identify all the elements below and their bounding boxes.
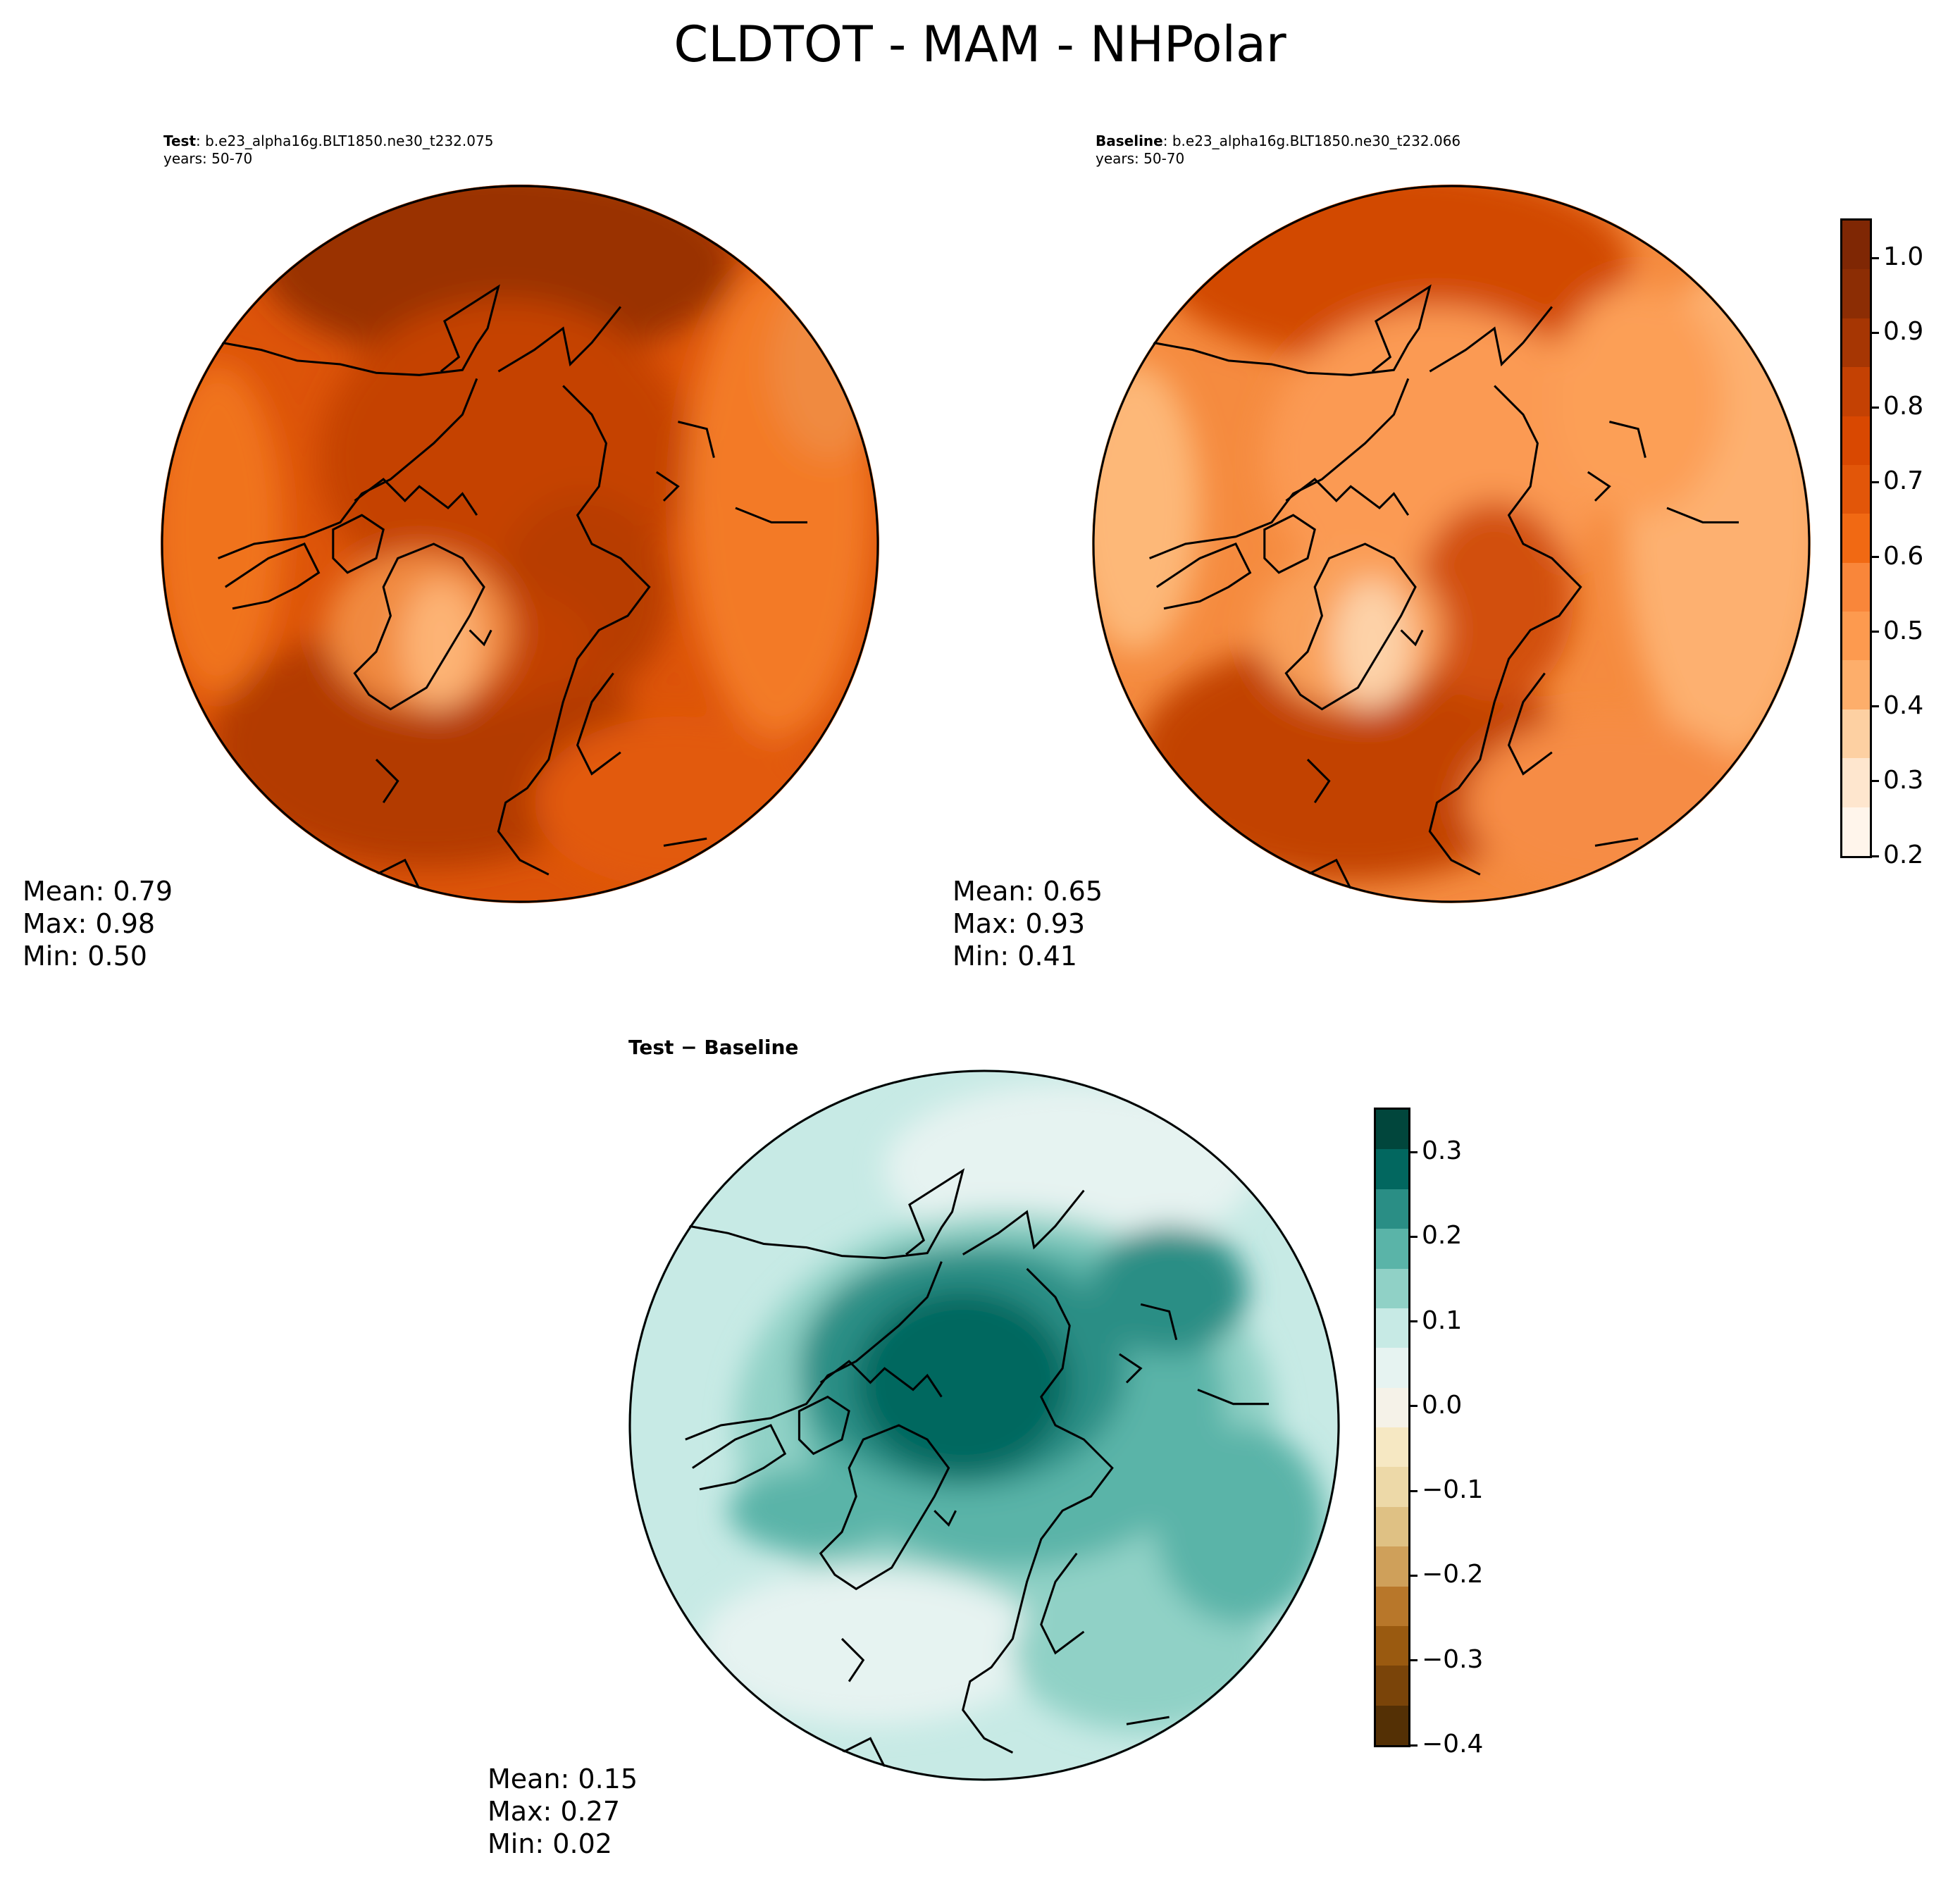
baseline-polar-map xyxy=(1092,185,1811,903)
colorbar-diff xyxy=(1374,1108,1410,1747)
test-years: years: 50-70 xyxy=(163,150,253,167)
colorbar-diff-tick-mark xyxy=(1410,1405,1418,1408)
difference-coastlines xyxy=(685,1168,1305,1768)
colorbar-main-tick-label: 0.6 xyxy=(1883,541,1924,571)
test-label-bold: Test xyxy=(163,132,197,149)
colorbar-main-tick-mark xyxy=(1872,480,1879,483)
colorbar-diff-segment xyxy=(1376,1586,1408,1626)
test-panel-label: Test: b.e23_alpha16g.BLT1850.ne30_t232.0… xyxy=(163,132,493,149)
colorbar-diff-tick-label: 0.1 xyxy=(1422,1306,1463,1335)
colorbar-diff-tick-mark xyxy=(1410,1489,1418,1492)
colorbar-main-tick-label: 0.9 xyxy=(1883,317,1924,347)
difference-polar-map xyxy=(628,1069,1340,1781)
colorbar-diff-segment xyxy=(1376,1189,1408,1229)
colorbar-diff-tick-label: −0.4 xyxy=(1422,1730,1484,1759)
baseline-stat-min: Min: 0.41 xyxy=(953,941,1077,972)
diff-stat-min: Min: 0.02 xyxy=(488,1828,612,1859)
colorbar-diff-segment xyxy=(1376,1387,1408,1427)
diff-stat-max: Max: 0.27 xyxy=(488,1796,621,1827)
colorbar-main-segment xyxy=(1842,659,1870,709)
test-label-case: : b.e23_alpha16g.BLT1850.ne30_t232.075 xyxy=(196,132,494,149)
baseline-label-case: : b.e23_alpha16g.BLT1850.ne30_t232.066 xyxy=(1162,132,1461,149)
colorbar-diff-segment xyxy=(1376,1665,1408,1706)
colorbar-main-segment xyxy=(1842,318,1870,368)
colorbar-main-segment xyxy=(1842,513,1870,563)
test-stat-max: Max: 0.98 xyxy=(23,908,156,939)
colorbar-main-segment xyxy=(1842,757,1870,807)
test-stat-mean: Mean: 0.79 xyxy=(23,876,173,907)
colorbar-main-tick-mark xyxy=(1872,556,1879,559)
colorbar-main-tick-mark xyxy=(1872,331,1879,334)
colorbar-diff-segment xyxy=(1376,1308,1408,1348)
colorbar-main-tick-label: 0.5 xyxy=(1883,616,1924,645)
colorbar-diff-tick-mark xyxy=(1410,1320,1418,1323)
figure-title: CLDTOT - MAM - NHPolar xyxy=(674,15,1286,73)
colorbar-diff-tick-label: −0.3 xyxy=(1422,1644,1484,1674)
colorbar-diff-segment xyxy=(1376,1625,1408,1666)
colorbar-diff-segment xyxy=(1376,1705,1408,1745)
colorbar-diff-segment xyxy=(1376,1148,1408,1189)
colorbar-diff-tick-mark xyxy=(1410,1151,1418,1153)
baseline-label-bold: Baseline xyxy=(1096,132,1163,149)
colorbar-diff-segment xyxy=(1376,1109,1408,1150)
diff-panel-label: Test − Baseline xyxy=(628,1036,799,1059)
colorbar-main-tick-mark xyxy=(1872,780,1879,783)
colorbar-diff-tick-mark xyxy=(1410,1235,1418,1238)
colorbar-diff-tick-label: −0.1 xyxy=(1422,1475,1484,1505)
colorbar-main-segment xyxy=(1842,416,1870,465)
colorbar-main xyxy=(1840,218,1872,858)
colorbar-main-segment xyxy=(1842,268,1870,318)
colorbar-diff-segment xyxy=(1376,1228,1408,1269)
colorbar-diff-tick-label: −0.2 xyxy=(1422,1560,1484,1589)
test-stat-min: Min: 0.50 xyxy=(23,941,147,972)
colorbar-main-segment xyxy=(1842,220,1870,270)
diff-stat-mean: Mean: 0.15 xyxy=(488,1763,638,1794)
colorbar-main-segment xyxy=(1842,562,1870,612)
test-polar-map xyxy=(161,185,879,903)
colorbar-diff-tick-label: 0.3 xyxy=(1422,1136,1463,1166)
colorbar-main-tick-label: 0.2 xyxy=(1883,841,1924,869)
baseline-years: years: 50-70 xyxy=(1096,150,1185,167)
baseline-stat-mean: Mean: 0.65 xyxy=(953,876,1103,907)
colorbar-main-tick-mark xyxy=(1872,855,1879,857)
colorbar-diff-segment xyxy=(1376,1427,1408,1468)
colorbar-main-segment xyxy=(1842,807,1870,856)
baseline-coastlines xyxy=(1149,284,1776,890)
colorbar-diff-tick-mark xyxy=(1410,1659,1418,1662)
colorbar-diff-tick-label: 0.2 xyxy=(1422,1221,1463,1251)
baseline-panel-label: Baseline: b.e23_alpha16g.BLT1850.ne30_t2… xyxy=(1096,132,1460,149)
colorbar-main-tick-mark xyxy=(1872,406,1879,409)
colorbar-main-tick-label: 0.8 xyxy=(1883,392,1924,421)
colorbar-main-segment xyxy=(1842,464,1870,514)
colorbar-main-tick-label: 1.0 xyxy=(1883,242,1924,272)
colorbar-diff-segment xyxy=(1376,1506,1408,1547)
colorbar-diff-segment xyxy=(1376,1466,1408,1507)
colorbar-main-segment xyxy=(1842,611,1870,661)
colorbar-main-tick-label: 0.4 xyxy=(1883,690,1924,720)
colorbar-diff-segment xyxy=(1376,1268,1408,1308)
colorbar-diff-tick-mark xyxy=(1410,1744,1418,1747)
colorbar-main-tick-mark xyxy=(1872,705,1879,708)
colorbar-main-tick-label: 0.7 xyxy=(1883,466,1924,496)
colorbar-main-segment xyxy=(1842,366,1870,416)
colorbar-diff-segment xyxy=(1376,1347,1408,1388)
test-coastlines xyxy=(218,284,845,890)
colorbar-diff-segment xyxy=(1376,1546,1408,1587)
colorbar-main-tick-label: 0.3 xyxy=(1883,765,1924,795)
colorbar-main-segment xyxy=(1842,709,1870,759)
colorbar-diff-tick-mark xyxy=(1410,1574,1418,1577)
colorbar-main-tick-mark xyxy=(1872,631,1879,633)
colorbar-diff-tick-label: 0.0 xyxy=(1422,1390,1463,1420)
baseline-stat-max: Max: 0.93 xyxy=(953,908,1086,939)
colorbar-main-tick-mark xyxy=(1872,256,1879,259)
